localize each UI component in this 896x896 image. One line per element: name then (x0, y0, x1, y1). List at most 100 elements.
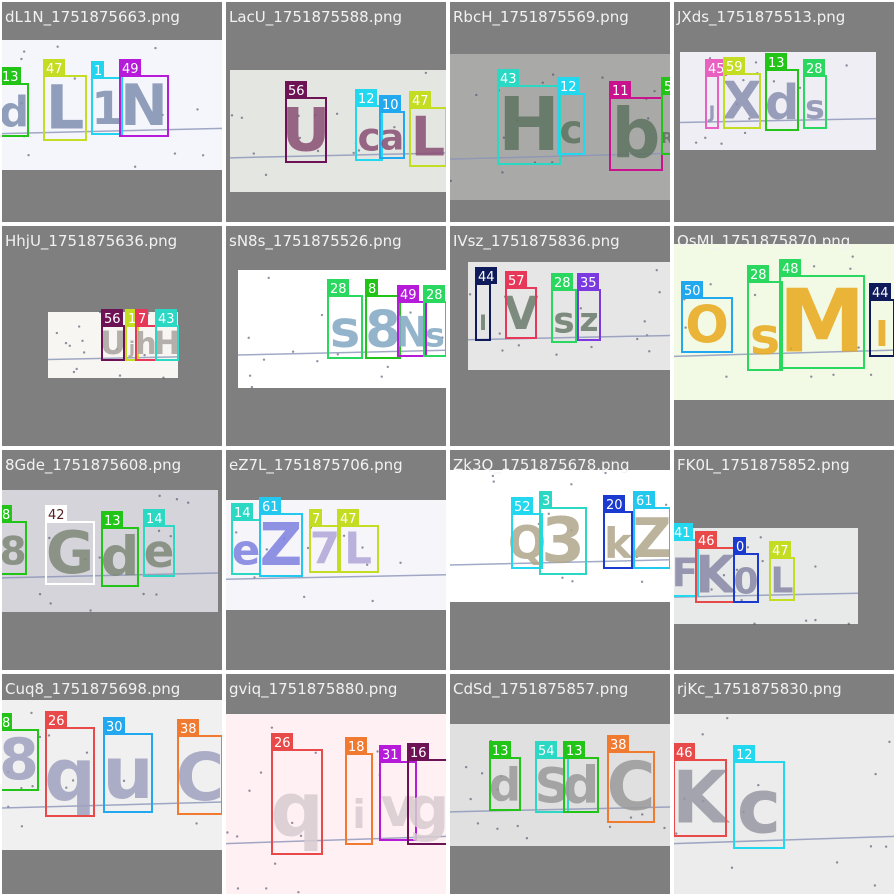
captcha-glyph: a (380, 118, 404, 159)
noise-dot (234, 531, 238, 534)
noise-dot (629, 816, 633, 819)
detection-tile: K 46 c 12 rjKc_1751875830.png (674, 674, 894, 894)
captcha-glyph: V (504, 287, 539, 340)
class-label-tag (135, 309, 148, 326)
class-label-tag (733, 745, 755, 762)
noise-dot (320, 313, 324, 317)
noise-dot (196, 108, 199, 111)
noise-dot (590, 345, 593, 349)
class-label-tag (43, 59, 65, 76)
captcha-glyph: Z (632, 507, 670, 570)
noise-dot (450, 179, 452, 183)
class-label-text: 13 (104, 514, 121, 529)
noise-dot (648, 350, 651, 353)
class-label-text: 43 (500, 72, 517, 87)
class-label-tag (91, 61, 104, 78)
noise-dot (267, 276, 270, 280)
captcha-glyph: I (479, 311, 487, 335)
captcha-glyph: d (765, 75, 799, 131)
noise-dot (608, 825, 612, 829)
tile-filename: IVsz_1751875836.png (453, 232, 620, 250)
captcha-glyph: Z (260, 510, 303, 579)
class-label-text: 28 (750, 268, 767, 283)
class-label-text: 30 (106, 720, 123, 735)
noise-dot (551, 73, 555, 76)
noise-dot (499, 774, 503, 778)
noise-dot (169, 534, 172, 538)
class-label-tag (869, 283, 891, 300)
class-label-text: 13 (2, 70, 19, 85)
captcha-glyph: d (563, 756, 600, 815)
noise-dot (376, 750, 379, 753)
class-label-tag (695, 531, 717, 548)
class-label-text: 20 (606, 498, 623, 513)
noise-dot (515, 119, 519, 122)
bounding-box (45, 521, 95, 585)
noise-dot (22, 50, 26, 53)
noise-dot (604, 471, 607, 475)
captcha-image: U56j19h7H43 (47, 309, 181, 379)
noise-dot (701, 799, 705, 803)
noise-dot (250, 385, 254, 389)
noise-dot (709, 283, 712, 286)
class-label-tag (609, 81, 631, 98)
class-label-tag (345, 737, 367, 754)
bounding-box (119, 75, 169, 137)
class-label-text: 35 (580, 276, 597, 291)
class-label-tag (423, 285, 445, 302)
class-label-text: 49 (122, 62, 139, 77)
noise-dot (336, 353, 340, 356)
class-label-text: 26 (48, 714, 65, 729)
class-label-text: 43 (158, 312, 175, 327)
captcha-glyph: e (232, 525, 261, 574)
noise-line (226, 574, 446, 580)
class-label-tag (259, 497, 281, 514)
bounding-box (103, 733, 153, 813)
noise-dot (579, 307, 582, 310)
noise-dot (75, 367, 78, 371)
captcha-glyph: J (707, 103, 716, 124)
noise-dot (230, 114, 234, 117)
noise-dot (845, 64, 848, 67)
noise-dot (742, 78, 745, 82)
class-label-tag (577, 273, 599, 290)
noise-dot (570, 483, 573, 486)
bounding-box (779, 275, 865, 369)
class-label-text: 48 (782, 262, 799, 277)
class-label-tag (397, 285, 419, 302)
bounding-box (177, 735, 222, 815)
noise-dot (55, 331, 59, 335)
captcha-image: I 44 V57 s 28 z 35 (467, 262, 670, 370)
noise-dot (68, 344, 71, 347)
class-label-tag (155, 309, 177, 326)
noise-dot (746, 546, 750, 549)
noise-dot (647, 117, 650, 120)
noise-dot (464, 765, 468, 769)
noise-dot (248, 374, 252, 377)
detection-tile: d 13 S 54 d 13 C 38 CdSd_1751875857.png (450, 674, 670, 894)
detection-tile: q 26 i 18 v 31 g 16 gviq_1751875880.png (226, 674, 446, 894)
captcha-glyph: X (722, 71, 762, 131)
noise-dot (789, 347, 793, 350)
captcha-glyph: O (685, 295, 729, 355)
class-label-tag (101, 309, 123, 326)
noise-dot (501, 171, 504, 174)
noise-line (674, 592, 859, 598)
class-label-tag (309, 509, 322, 526)
noise-dot (175, 498, 179, 501)
noise-dot (516, 824, 519, 828)
class-label-tag (681, 281, 703, 298)
noise-dot (491, 474, 495, 478)
captcha-glyph: b (612, 95, 661, 174)
captcha-glyph: 0 (733, 561, 758, 602)
class-label-text: 38 (180, 722, 197, 737)
captcha-glyph: s (425, 315, 445, 354)
class-label-tag (603, 495, 625, 512)
noise-dot (158, 494, 161, 498)
detection-tile: U56j19h7H43HhjU_1751875636.png (2, 226, 222, 446)
class-label-text: 42 (48, 508, 65, 523)
